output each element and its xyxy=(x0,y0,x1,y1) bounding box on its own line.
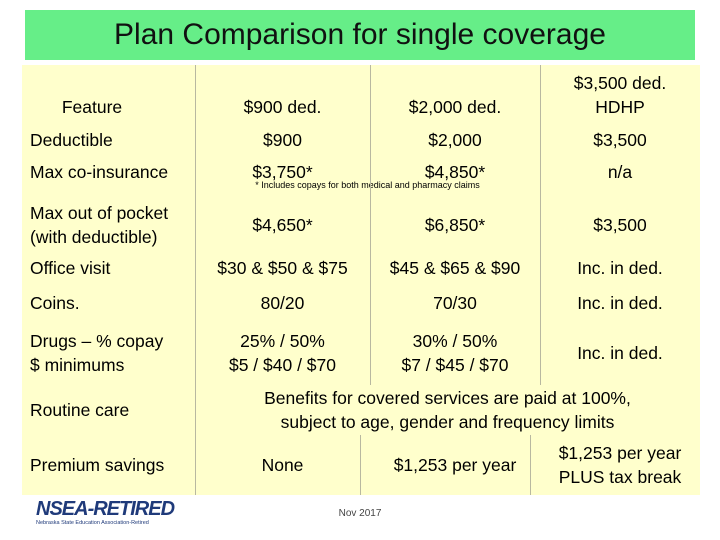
cell-line: $6,850* xyxy=(424,215,486,235)
table-cell: $2,000 xyxy=(370,125,540,155)
title-bar xyxy=(25,10,695,60)
table-cell: Max out of pocket (with deductible) xyxy=(22,200,195,250)
cell-line: HDHP xyxy=(595,97,645,117)
table-cell: $4,850* xyxy=(370,155,540,188)
table-cell: Deductible xyxy=(22,125,195,155)
cell-line: Deductible xyxy=(30,130,113,150)
table-cell: n/a xyxy=(540,155,700,188)
table-cell: $1,253 per year PLUS tax break xyxy=(540,435,700,495)
cell-line: $7 / $45 / $70 xyxy=(401,354,509,375)
cell-line: Routine care xyxy=(30,400,130,420)
table-cell: Premium savings xyxy=(22,435,195,495)
table-cell: 80/20 xyxy=(195,285,370,320)
table-cell: Routine care xyxy=(22,385,195,435)
table-cell: None xyxy=(195,435,370,495)
cell-line: Inc. in ded. xyxy=(577,342,663,363)
cell-line: subject to age, gender and frequency lim… xyxy=(280,412,615,432)
footnote: * Includes copays for both medical and p… xyxy=(255,180,480,190)
table-cell: $3,750* xyxy=(195,155,370,188)
cell-line: $3,500 ded. xyxy=(573,73,667,93)
column-divider xyxy=(530,435,531,495)
cell-line: PLUS tax break xyxy=(558,467,682,487)
cell-line: Coins. xyxy=(30,292,80,313)
header-cell: $2,000 ded. xyxy=(370,65,540,125)
column-divider xyxy=(195,65,196,385)
cell-line: $1,253 per year xyxy=(393,455,517,475)
cell-line: $900 xyxy=(263,130,302,150)
cell-line: Inc. in ded. xyxy=(577,292,663,313)
cell-line: Max co-insurance xyxy=(30,161,169,182)
table-cell: Max co-insurance xyxy=(22,155,195,188)
cell-line: $1,253 per year xyxy=(558,443,682,463)
cell-line: $4,650* xyxy=(252,215,313,235)
header-cell: $900 ded. xyxy=(195,65,370,125)
table-cell: Inc. in ded. xyxy=(540,250,700,285)
table-cell: Office visit xyxy=(22,250,195,285)
cell-line: $2,000 ded. xyxy=(408,97,502,117)
table-cell: $30 & $50 & $75 xyxy=(195,250,370,285)
cell-line: $30 & $50 & $75 xyxy=(217,257,348,278)
logo: NSEA-RETIRED xyxy=(36,498,175,520)
table-cell: Drugs – % copay $ minimums xyxy=(22,320,195,385)
table-cell: $6,850* xyxy=(370,200,540,250)
table-cell: Inc. in ded. xyxy=(540,285,700,320)
table-cell: Coins. xyxy=(22,285,195,320)
cell-line: (with deductible) xyxy=(30,227,158,247)
table-cell: $45 & $65 & $90 xyxy=(370,250,540,285)
cell-line: Premium savings xyxy=(30,455,165,475)
logo-subtitle: Nebraska State Education Association-Ret… xyxy=(36,520,149,526)
cell-line: $2,000 xyxy=(428,130,482,150)
cell-line: Drugs – % copay xyxy=(30,330,164,351)
cell-line: 70/30 xyxy=(433,292,477,313)
table-cell: 30% / 50% $7 / $45 / $70 xyxy=(370,320,540,385)
date: Nov 2017 xyxy=(338,508,382,519)
table-cell: Benefits for covered services are paid a… xyxy=(195,385,700,435)
cell-line: $900 ded. xyxy=(243,97,322,117)
table-background xyxy=(22,65,700,495)
cell-line: n/a xyxy=(607,161,633,182)
column-divider xyxy=(195,385,196,495)
cell-line: $4,850* xyxy=(424,161,486,182)
table-cell: $3,500 xyxy=(540,200,700,250)
column-divider xyxy=(360,435,361,495)
header-cell: Feature xyxy=(22,65,162,125)
column-divider xyxy=(370,65,371,385)
cell-line: $3,750* xyxy=(252,161,313,182)
cell-line: Inc. in ded. xyxy=(577,257,663,278)
cell-line: Max out of pocket xyxy=(30,203,169,223)
column-divider xyxy=(540,65,541,385)
cell-line: 80/20 xyxy=(260,292,305,313)
table-cell: $3,500 xyxy=(540,125,700,155)
slide-title: Plan Comparison for single coverage xyxy=(114,18,606,51)
cell-line: Benefits for covered services are paid a… xyxy=(264,388,631,408)
table-cell: 70/30 xyxy=(370,285,540,320)
table-cell: $900 xyxy=(195,125,370,155)
table-cell: $4,650* xyxy=(195,200,370,250)
table-cell: Inc. in ded. xyxy=(540,320,700,385)
cell-line: Office visit xyxy=(30,257,111,278)
cell-line: Feature xyxy=(61,97,123,117)
cell-line: $ minimums xyxy=(30,354,125,375)
cell-line: $3,500 xyxy=(593,130,647,150)
cell-line: None xyxy=(261,455,304,475)
header-cell: $3,500 ded. HDHP xyxy=(540,65,700,125)
table-cell: 25% / 50% $5 / $40 / $70 xyxy=(195,320,370,385)
cell-line: 25% / 50% xyxy=(240,330,325,351)
cell-line: $45 & $65 & $90 xyxy=(389,257,521,278)
cell-line: 30% / 50% xyxy=(412,330,498,351)
cell-line: $3,500 xyxy=(593,215,647,235)
table-cell: $1,253 per year xyxy=(370,435,540,495)
cell-line: $5 / $40 / $70 xyxy=(228,354,337,375)
